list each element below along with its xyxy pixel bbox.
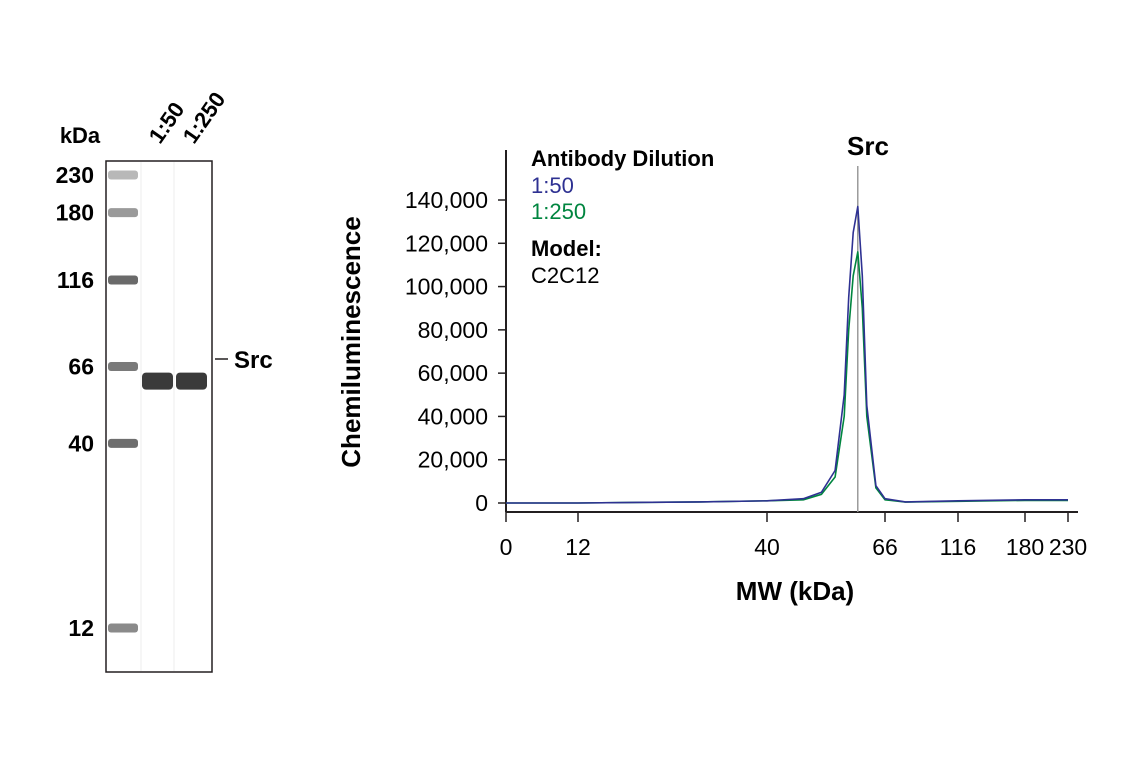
gel-ladder-band-40 (108, 438, 138, 448)
legend-title: Antibody Dilution (531, 146, 714, 171)
gel-ladder-label-40: 40 (68, 430, 94, 456)
y-tick-label-140-000: 140,000 (405, 187, 488, 213)
gel-ladder-band-12 (108, 623, 138, 633)
legend-model-value: C2C12 (531, 263, 599, 288)
gel-band-1-250 (176, 372, 207, 390)
x-tick-label-0: 0 (500, 534, 513, 560)
y-tick-label-120-000: 120,000 (405, 230, 488, 256)
gel-band-1-50 (142, 372, 173, 390)
series-line-1-250 (506, 251, 1068, 504)
gel-ladder-band-180 (108, 208, 138, 218)
y-tick-label-100-000: 100,000 (405, 274, 488, 300)
y-tick-label-60-000: 60,000 (418, 360, 488, 386)
gel-kda-label: kDa (60, 123, 101, 148)
legend-model-label: Model: (531, 236, 602, 261)
gel-ladder-label-66: 66 (68, 354, 94, 380)
legend-entry-1-50: 1:50 (531, 173, 574, 198)
gel-ladder-label-116: 116 (57, 267, 94, 293)
gel-ladder-band-230 (108, 170, 138, 180)
x-tick-label-40: 40 (754, 534, 780, 560)
y-tick-label-0: 0 (475, 490, 488, 516)
y-tick-label-80-000: 80,000 (418, 317, 488, 343)
x-tick-label-116: 116 (940, 534, 977, 560)
gel-ladder-label-180: 180 (56, 200, 94, 226)
gel-ladder-label-230: 230 (56, 162, 94, 188)
x-tick-label-12: 12 (565, 534, 591, 560)
chart-title: Src (847, 131, 889, 161)
y-axis-title: Chemiluminescence (336, 216, 366, 467)
series-line-1-50 (506, 205, 1068, 504)
y-tick-label-20-000: 20,000 (418, 447, 488, 473)
x-tick-label-66: 66 (872, 534, 898, 560)
x-axis-title: MW (kDa) (736, 576, 854, 606)
gel-src-label: Src (234, 347, 273, 374)
gel-ladder-label-12: 12 (68, 615, 94, 641)
y-tick-label-40-000: 40,000 (418, 403, 488, 429)
gel-frame (105, 160, 213, 673)
legend-entry-1-250: 1:250 (531, 199, 586, 224)
x-tick-label-180: 180 (1006, 534, 1044, 560)
gel-ladder-band-116 (108, 275, 138, 285)
gel-ladder-band-66 (108, 362, 138, 372)
x-tick-label-230: 230 (1049, 534, 1087, 560)
